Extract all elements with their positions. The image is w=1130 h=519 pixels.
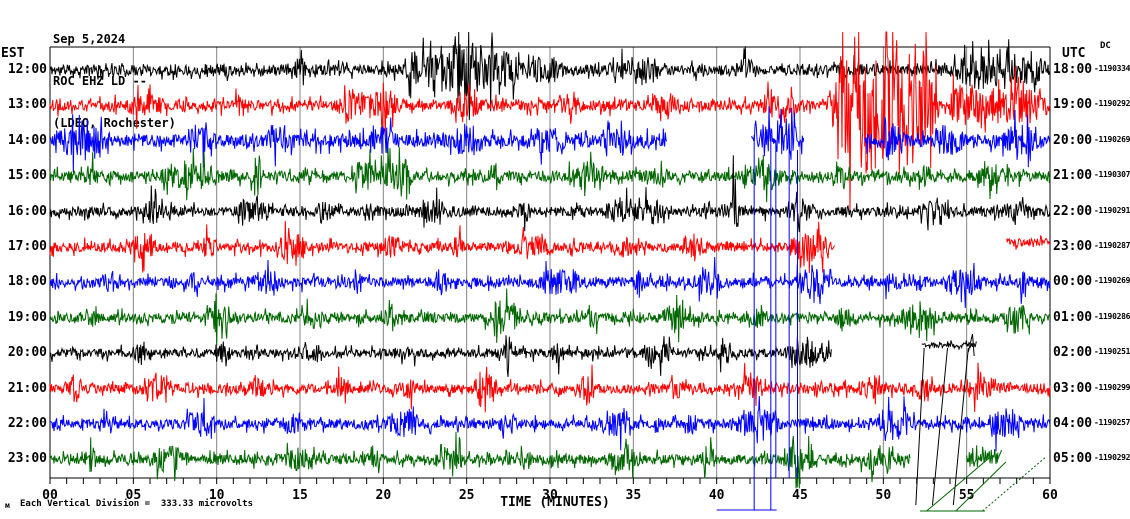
overlay-line-15	[996, 449, 1003, 463]
est-label-14:00: 14:00	[7, 132, 47, 148]
est-label-13:00: 13:00	[7, 97, 47, 113]
trace-12:00	[49, 31, 1051, 121]
utc-label-19:00: 19:00	[1053, 97, 1093, 113]
utc-label-05:00: 05:00	[1053, 451, 1093, 467]
est-label-17:00: 17:00	[7, 239, 47, 254]
dc-value-21:00: -1190307	[1094, 170, 1130, 180]
trace-21:00	[49, 362, 1051, 413]
dc-value-19:00: -1190292	[1094, 99, 1130, 109]
trace-17:00	[49, 220, 1051, 274]
trace-18:00	[49, 256, 1051, 309]
header-location: (LDEO, Rochester)	[53, 116, 176, 130]
utc-label-21:00: 21:00	[1053, 168, 1093, 184]
x-tick-label-05: 05	[126, 488, 142, 503]
x-tick-label-35: 35	[626, 488, 642, 503]
trace-22:00	[49, 396, 1051, 452]
est-label-20:00: 20:00	[7, 345, 47, 361]
overlay-line-7	[932, 347, 948, 506]
trace-20:00	[49, 335, 977, 377]
utc-label-18:00: 18:00	[1053, 62, 1093, 77]
overlay-line-10	[972, 333, 975, 357]
x-tick-label-20: 20	[376, 488, 392, 503]
trace-15:00	[49, 147, 1051, 203]
dc-value-00:00: -1190269	[1094, 276, 1130, 286]
trace-19:00	[49, 288, 1051, 346]
overlay-line-12	[926, 457, 990, 512]
x-tick-label-10: 10	[209, 488, 225, 503]
dc-value-05:00: -1190292	[1094, 453, 1130, 463]
overlay-line-6	[915, 347, 925, 506]
utc-label-00:00: 00:00	[1053, 274, 1093, 290]
dc-value-01:00: -1190286	[1094, 311, 1130, 321]
trace-13:00	[49, 31, 1051, 213]
est-label-21:00: 21:00	[7, 380, 47, 396]
x-tick-label-55: 55	[959, 488, 975, 503]
overlay-line-9	[967, 333, 973, 353]
utc-timezone-label: UTC	[1062, 46, 1086, 61]
est-label-16:00: 16:00	[7, 203, 47, 219]
utc-label-23:00: 23:00	[1053, 239, 1093, 254]
station-header: Sep 5,2024 ROC EHZ LD -- (LDEO, Rocheste…	[53, 4, 176, 158]
dc-value-03:00: -1190299	[1094, 382, 1130, 392]
x-tick-label-25: 25	[459, 488, 475, 503]
x-tick-label-45: 45	[792, 488, 808, 503]
trace-14:00	[49, 105, 1051, 173]
dc-value-20:00: -1190269	[1094, 134, 1130, 144]
dc-value-23:00: -1190287	[1094, 241, 1130, 250]
dc-value-22:00: -1190291	[1094, 205, 1130, 215]
overlay-line-13	[955, 461, 1007, 512]
x-tick-label-40: 40	[709, 488, 725, 503]
utc-label-20:00: 20:00	[1053, 132, 1093, 148]
overlay-line-8	[952, 347, 969, 506]
utc-label-02:00: 02:00	[1053, 345, 1093, 361]
x-tick-label-60: 60	[1042, 488, 1058, 503]
dc-value-18:00: -1190334	[1094, 64, 1130, 73]
utc-label-22:00: 22:00	[1053, 203, 1093, 219]
est-label-15:00: 15:00	[7, 168, 47, 184]
est-label-12:00: 12:00	[7, 62, 47, 77]
x-tick-label-00: 00	[42, 488, 58, 503]
trace-23:00	[49, 431, 999, 489]
utc-label-04:00: 04:00	[1053, 416, 1093, 431]
dc-column-label: DC	[1100, 41, 1111, 51]
scale-note: Each Vertical Division = 333.33 microvol…	[20, 499, 253, 509]
est-timezone-label: EST	[1, 46, 25, 61]
x-tick-label-50: 50	[876, 488, 892, 503]
header-date: Sep 5,2024	[53, 32, 126, 46]
utc-label-01:00: 01:00	[1053, 309, 1093, 325]
est-label-19:00: 19:00	[7, 309, 47, 325]
est-label-23:00: 23:00	[7, 451, 47, 467]
est-label-22:00: 22:00	[7, 416, 47, 431]
footer-glyph: м	[5, 501, 10, 510]
x-axis-title: TIME (MINUTES)	[500, 495, 610, 510]
x-tick-label-15: 15	[292, 488, 308, 503]
trace-16:00	[49, 155, 1051, 233]
est-label-18:00: 18:00	[7, 274, 47, 290]
overlay-line-14	[982, 456, 1047, 512]
dc-value-02:00: -1190251	[1094, 347, 1130, 357]
x-tick-label-30: 30	[542, 488, 558, 503]
header-station: ROC EHZ LD --	[53, 74, 147, 88]
utc-label-03:00: 03:00	[1053, 380, 1093, 396]
dc-value-04:00: -1190257	[1094, 418, 1130, 427]
